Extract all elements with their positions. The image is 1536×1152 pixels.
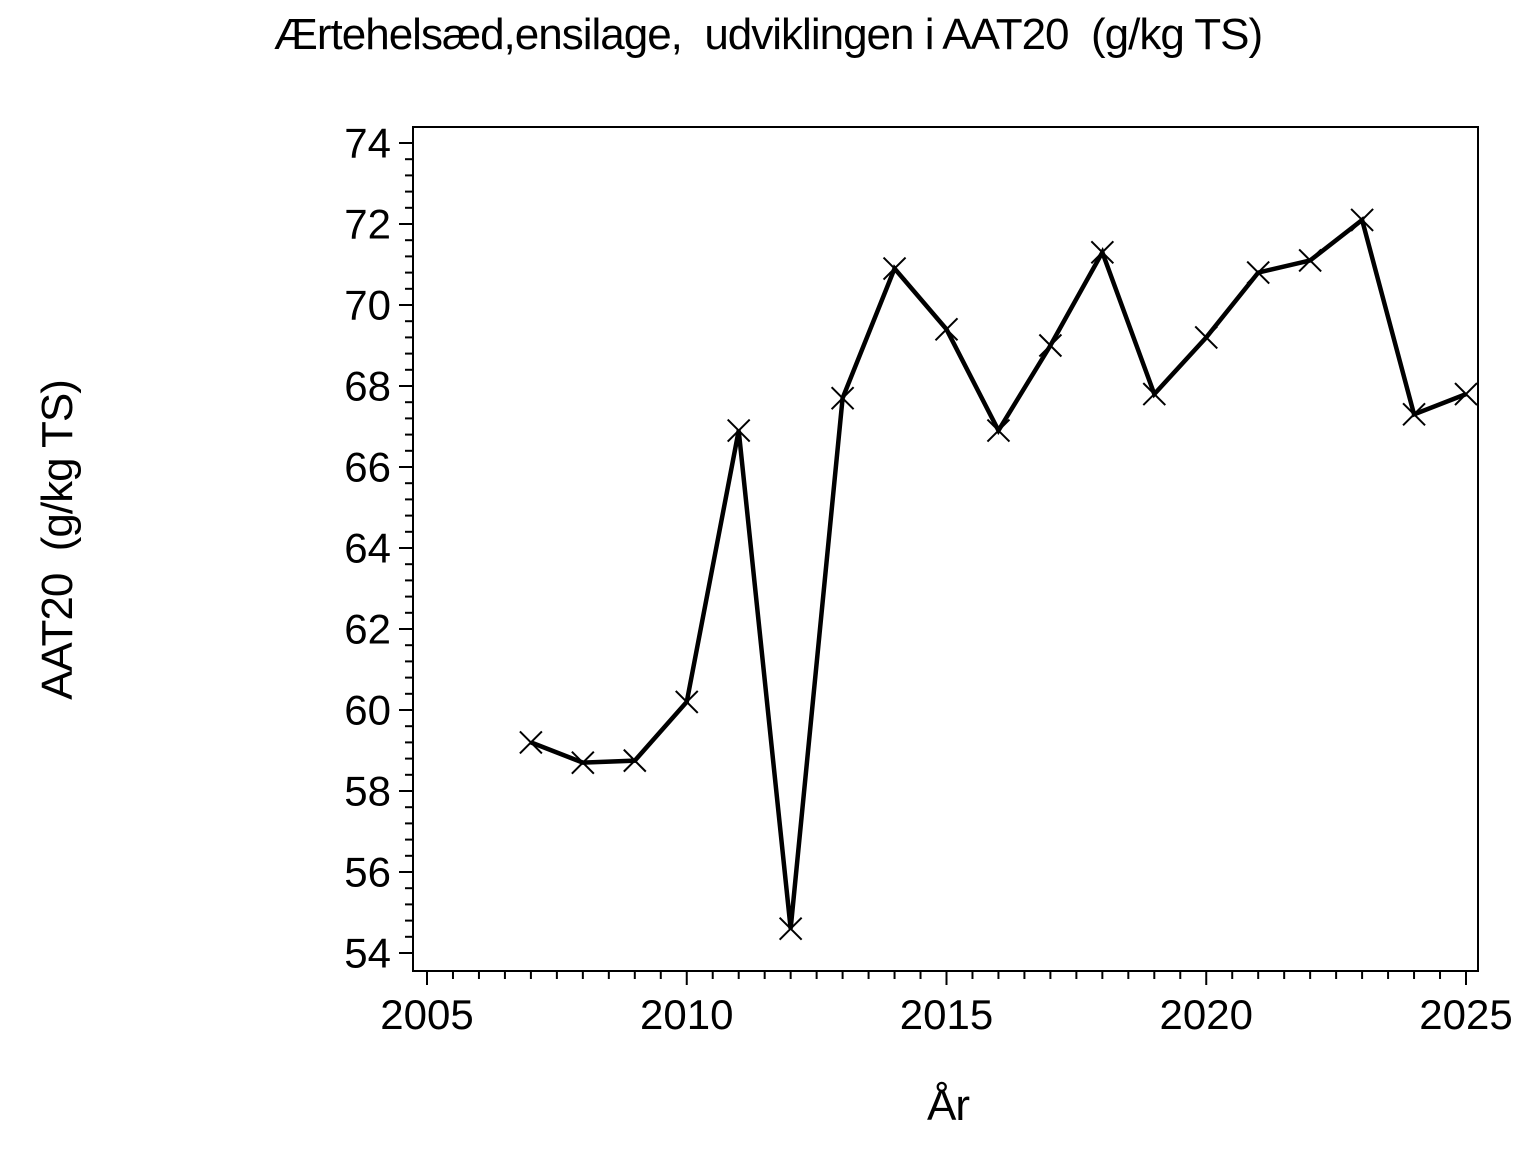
data-marker bbox=[1402, 402, 1426, 427]
y-tick-label: 62 bbox=[344, 606, 391, 653]
data-marker bbox=[1454, 382, 1478, 406]
data-line bbox=[530, 216, 1467, 929]
y-tick-label: 64 bbox=[344, 525, 391, 572]
data-marker bbox=[1246, 260, 1270, 285]
y-tick-label: 60 bbox=[344, 687, 391, 734]
data-marker bbox=[882, 256, 907, 281]
data-marker bbox=[675, 690, 699, 714]
x-tick-label: 2005 bbox=[380, 991, 473, 1038]
data-marker bbox=[1142, 382, 1167, 406]
data-marker bbox=[571, 750, 595, 775]
y-tick-label: 66 bbox=[344, 444, 391, 491]
data-marker bbox=[986, 418, 1011, 443]
x-tick-label: 2025 bbox=[1419, 991, 1512, 1038]
data-marker bbox=[623, 748, 647, 773]
x-tick-label: 2010 bbox=[640, 991, 733, 1038]
x-tick-label: 2020 bbox=[1160, 991, 1253, 1038]
data-marker bbox=[1298, 248, 1322, 273]
data-marker bbox=[1090, 240, 1115, 265]
y-tick-label: 56 bbox=[344, 849, 391, 896]
data-marker bbox=[1350, 208, 1374, 232]
data-marker bbox=[778, 916, 803, 941]
x-tick-label: 2015 bbox=[900, 991, 993, 1038]
y-tick-label: 70 bbox=[344, 282, 391, 329]
data-marker bbox=[726, 418, 751, 443]
x-axis-label: År bbox=[927, 1081, 970, 1130]
y-tick-label: 58 bbox=[344, 768, 391, 815]
y-tick-label: 54 bbox=[344, 930, 391, 977]
y-tick-label: 74 bbox=[344, 120, 391, 167]
data-marker bbox=[1194, 325, 1218, 350]
y-tick-label: 68 bbox=[344, 363, 391, 410]
data-marker bbox=[934, 317, 959, 342]
data-marker bbox=[830, 386, 855, 410]
y-tick-label: 72 bbox=[344, 201, 391, 248]
data-marker bbox=[1038, 333, 1063, 358]
chart-title: Ærtehelsæd,ensilage, udviklingen i AAT20… bbox=[273, 10, 1263, 59]
data-marker bbox=[519, 730, 543, 755]
